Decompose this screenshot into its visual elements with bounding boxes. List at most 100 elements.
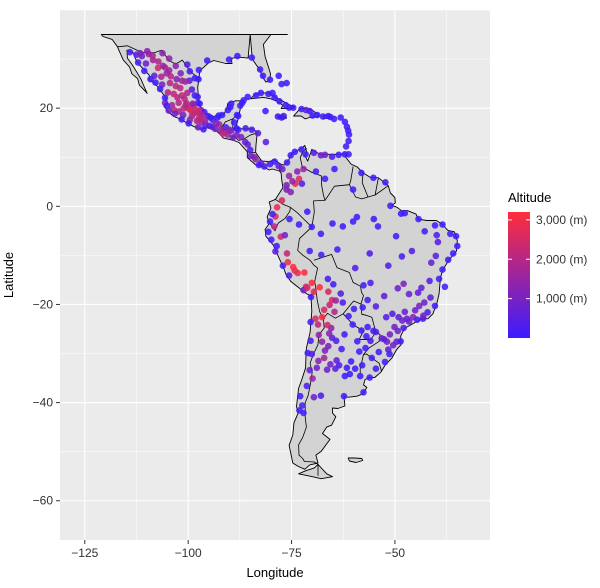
data-point — [248, 126, 256, 133]
data-point — [341, 331, 348, 338]
data-point — [391, 323, 398, 331]
y-tick-label: 0 — [46, 199, 53, 213]
data-point — [165, 55, 173, 62]
altitude-legend: Altitude 3,000 (m) 2,000 (m) 1,000 (m) — [508, 190, 587, 338]
data-point — [175, 99, 182, 107]
data-point — [426, 277, 433, 285]
data-point — [234, 112, 242, 120]
legend-color-bar — [508, 212, 530, 338]
data-point — [363, 333, 370, 340]
data-point — [427, 294, 434, 301]
data-point — [248, 54, 256, 61]
data-point — [380, 336, 388, 343]
data-point — [159, 62, 167, 70]
data-point — [203, 57, 211, 64]
data-point — [372, 365, 380, 373]
data-point — [266, 218, 274, 225]
data-point — [401, 308, 409, 316]
data-point — [328, 153, 336, 160]
data-point — [447, 230, 454, 238]
data-point — [240, 97, 247, 104]
legend-title: Altitude — [508, 190, 551, 205]
data-point — [349, 186, 357, 193]
data-point — [295, 221, 303, 228]
data-point — [242, 125, 249, 132]
data-point — [364, 296, 371, 304]
data-point — [230, 119, 238, 126]
data-point — [342, 143, 350, 150]
data-point — [306, 366, 314, 374]
data-point — [256, 66, 264, 73]
data-point — [300, 165, 307, 173]
data-point — [323, 366, 331, 374]
data-point — [189, 100, 196, 107]
data-point — [166, 79, 174, 87]
data-point — [317, 230, 325, 238]
data-point — [358, 169, 365, 177]
x-tick-label: −125 — [71, 546, 98, 560]
data-point — [310, 288, 318, 296]
data-point — [194, 93, 201, 101]
data-point — [171, 110, 179, 117]
data-point — [389, 310, 396, 318]
data-point — [177, 84, 184, 92]
data-point — [449, 250, 457, 257]
data-point — [285, 272, 293, 279]
data-point — [434, 238, 442, 246]
data-point — [418, 284, 425, 292]
data-point — [306, 247, 314, 255]
y-axis-title: Latitude — [1, 252, 16, 298]
data-point — [341, 372, 349, 380]
data-point — [313, 364, 321, 372]
data-point — [368, 354, 376, 362]
data-point — [149, 52, 156, 59]
data-point — [296, 407, 303, 414]
data-point — [246, 146, 254, 154]
x-tick-label: −100 — [175, 546, 202, 560]
data-point — [345, 131, 353, 138]
data-point — [318, 313, 326, 321]
country-border — [269, 199, 291, 232]
data-point — [304, 349, 312, 357]
data-point — [349, 218, 357, 225]
data-point — [181, 95, 188, 103]
data-point — [444, 256, 452, 264]
country-border — [299, 148, 326, 227]
data-point — [254, 129, 262, 137]
data-point — [387, 202, 394, 210]
x-tick-label: −50 — [385, 546, 406, 560]
data-point — [332, 365, 339, 373]
country-border — [342, 303, 377, 341]
data-point — [291, 148, 299, 156]
data-point — [283, 159, 291, 166]
data-point — [315, 331, 323, 339]
country-border — [349, 184, 389, 200]
data-point — [126, 48, 134, 56]
data-point — [269, 89, 276, 97]
data-point — [338, 345, 345, 353]
data-point — [321, 175, 329, 183]
data-point — [416, 302, 423, 310]
data-point — [273, 204, 281, 211]
data-point — [454, 242, 461, 250]
data-point — [350, 305, 358, 313]
data-point — [340, 392, 348, 400]
x-axis-ticks: −125 −100 −75 −50 — [71, 540, 405, 560]
data-point — [439, 221, 446, 228]
data-point — [262, 107, 269, 115]
y-tick-label: −60 — [33, 494, 54, 508]
data-point — [310, 393, 318, 401]
data-point — [400, 324, 407, 332]
data-point — [252, 155, 259, 163]
data-point — [397, 338, 405, 345]
data-point — [265, 228, 272, 236]
data-point — [345, 151, 352, 158]
data-point — [332, 337, 340, 345]
data-point — [285, 172, 293, 180]
data-point — [195, 66, 203, 74]
data-point — [134, 59, 142, 66]
data-point — [433, 231, 441, 239]
data-point — [399, 317, 406, 324]
data-point — [375, 348, 383, 356]
